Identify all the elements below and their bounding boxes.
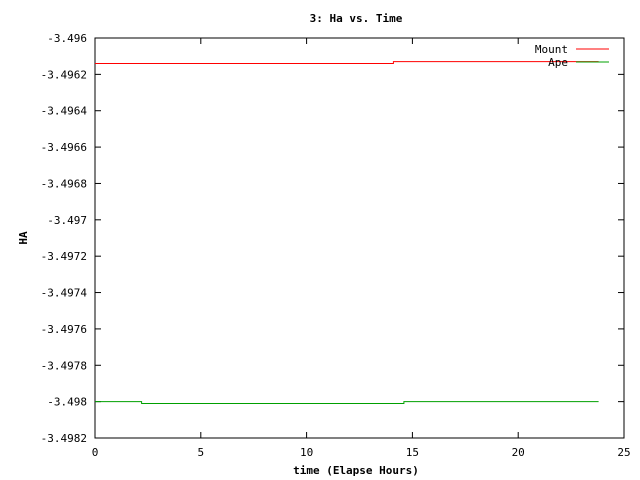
y-tick-label: -3.4964 [41, 105, 88, 118]
x-tick-label: 20 [512, 446, 525, 459]
y-tick-label: -3.496 [47, 32, 87, 45]
chart-title: 3: Ha vs. Time [310, 12, 403, 25]
y-tick-label: -3.4962 [41, 68, 87, 81]
y-tick-label: -3.4972 [41, 250, 87, 263]
x-tick-label: 5 [197, 446, 204, 459]
y-axis-label: HA [17, 231, 30, 245]
series-layer [95, 61, 599, 404]
x-tick-label: 10 [300, 446, 313, 459]
y-tick-label: -3.4978 [41, 359, 87, 372]
x-tick-label: 25 [617, 446, 630, 459]
y-tick-label: -3.4976 [41, 323, 87, 336]
legend-label: Ape [548, 56, 568, 69]
x-axis-label: time (Elapse Hours) [293, 464, 419, 477]
plot-frame [94, 37, 625, 439]
series-line-ape [95, 401, 599, 404]
axes: 0 5 10 15 20 25 -3.496 -3.4962 -3.4964 -3.4966 -3.… [41, 32, 631, 459]
legend-label: Mount [535, 43, 568, 56]
y-tick-label: -3.4968 [41, 177, 87, 190]
y-tick-label: -3.4966 [41, 141, 87, 154]
y-tick-label: -3.498 [47, 396, 87, 409]
y-tick-label: -3.497 [47, 214, 87, 227]
series-line-mount [95, 61, 599, 64]
y-tick-label: -3.4974 [41, 287, 88, 300]
x-tick-label: 15 [406, 446, 419, 459]
x-tick-label: 0 [92, 446, 99, 459]
y-tick-label: -3.4982 [41, 432, 87, 445]
